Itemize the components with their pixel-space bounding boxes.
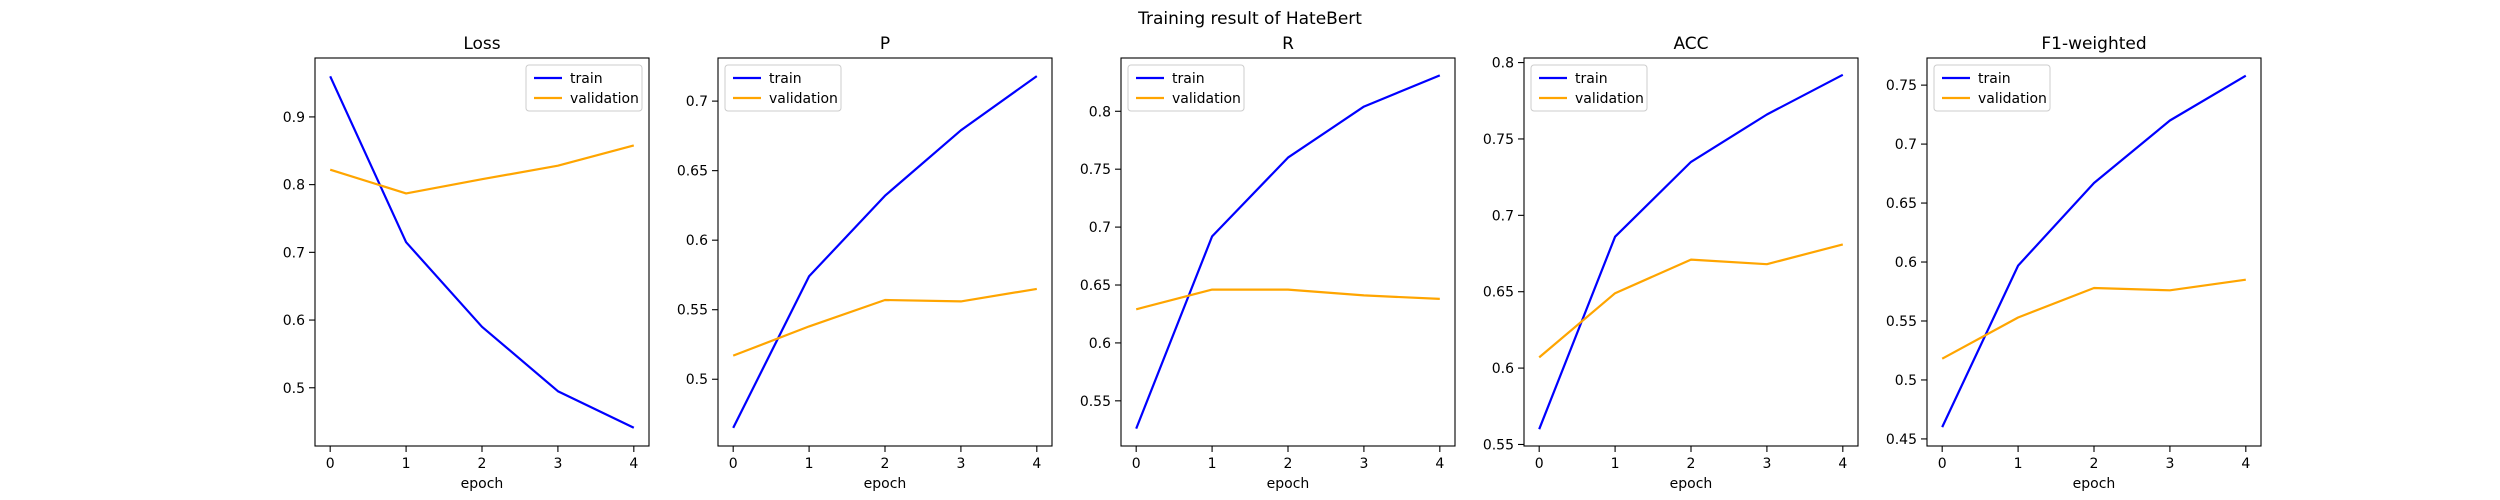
x-tick-label: 3 (956, 456, 965, 472)
x-tick-label: 3 (1359, 456, 1368, 472)
y-tick-label: 0.65 (1483, 285, 1514, 301)
legend: train validation (1128, 65, 1244, 111)
x-tick-label: 2 (881, 456, 890, 472)
y-tick-label: 0.7 (686, 94, 708, 110)
y-tick-label: 0.75 (1483, 132, 1514, 148)
legend-label-train: train (1172, 71, 1205, 87)
x-tick-label: 1 (1208, 456, 1217, 472)
y-tick-label: 0.55 (1886, 314, 1917, 330)
legend: train validation (1531, 65, 1647, 111)
y-tick-label: 0.55 (1483, 437, 1514, 453)
x-tick-label: 1 (2014, 456, 2023, 472)
y-tick-label: 0.75 (1886, 78, 1917, 94)
x-tick-label: 2 (1284, 456, 1293, 472)
y-tick-label: 0.65 (1886, 196, 1917, 212)
x-tick-label: 2 (1687, 456, 1696, 472)
x-tick-label: 4 (1032, 456, 1041, 472)
x-tick-label: 2 (2090, 456, 2099, 472)
x-axis-label: epoch (1670, 476, 1713, 492)
y-tick-label: 0.7 (1089, 220, 1111, 236)
legend: train validation (1934, 65, 2050, 111)
y-tick-label: 0.9 (283, 110, 305, 126)
y-tick-label: 0.45 (1886, 432, 1917, 448)
x-tick-label: 3 (553, 456, 562, 472)
figure-suptitle: Training result of HateBert (1137, 9, 1362, 29)
x-tick-label: 0 (326, 456, 335, 472)
x-tick-label: 1 (805, 456, 814, 472)
legend-label-train: train (1575, 71, 1608, 87)
x-axis-label: epoch (2073, 476, 2116, 492)
x-tick-label: 3 (1762, 456, 1771, 472)
y-tick-label: 0.8 (1089, 104, 1111, 120)
legend-label-train: train (1978, 71, 2011, 87)
y-tick-label: 0.8 (283, 178, 305, 194)
x-tick-label: 4 (2241, 456, 2250, 472)
legend: train validation (725, 65, 841, 111)
x-tick-label: 3 (2165, 456, 2174, 472)
x-tick-label: 0 (729, 456, 738, 472)
x-tick-label: 0 (1535, 456, 1544, 472)
x-tick-label: 1 (402, 456, 411, 472)
x-tick-label: 0 (1132, 456, 1141, 472)
y-tick-label: 0.6 (1895, 255, 1917, 271)
y-tick-label: 0.7 (1492, 208, 1514, 224)
y-tick-label: 0.5 (283, 381, 305, 397)
x-tick-label: 4 (629, 456, 638, 472)
legend-label-train: train (769, 71, 802, 87)
y-tick-label: 0.65 (1080, 278, 1111, 294)
y-tick-label: 0.7 (283, 245, 305, 261)
x-tick-label: 4 (1435, 456, 1444, 472)
x-tick-label: 0 (1938, 456, 1947, 472)
x-axis-label: epoch (461, 476, 504, 492)
x-axis-label: epoch (1267, 476, 1310, 492)
y-tick-label: 0.6 (686, 233, 708, 249)
y-tick-label: 0.7 (1895, 137, 1917, 153)
y-tick-label: 0.6 (283, 313, 305, 329)
subplot-title: P (880, 34, 890, 54)
y-tick-label: 0.6 (1492, 361, 1514, 377)
legend-label-validation: validation (1575, 91, 1644, 107)
legend-label-validation: validation (570, 91, 639, 107)
y-tick-label: 0.55 (1080, 394, 1111, 410)
x-tick-label: 2 (478, 456, 487, 472)
y-tick-label: 0.8 (1492, 56, 1514, 72)
legend-label-train: train (570, 71, 603, 87)
subplot-title: ACC (1673, 34, 1708, 54)
legend-label-validation: validation (1978, 91, 2047, 107)
x-tick-label: 4 (1838, 456, 1847, 472)
y-tick-label: 0.75 (1080, 162, 1111, 178)
y-tick-label: 0.65 (677, 164, 708, 180)
y-tick-label: 0.6 (1089, 336, 1111, 352)
subplot-title: F1-weighted (2041, 34, 2146, 54)
x-axis-label: epoch (864, 476, 907, 492)
x-tick-label: 1 (1611, 456, 1620, 472)
y-tick-label: 0.5 (1895, 373, 1917, 389)
y-tick-label: 0.55 (677, 303, 708, 319)
legend-label-validation: validation (1172, 91, 1241, 107)
subplot-title: R (1282, 34, 1294, 54)
legend: train validation (526, 65, 642, 111)
y-tick-label: 0.5 (686, 372, 708, 388)
subplot-title: Loss (463, 34, 500, 54)
legend-label-validation: validation (769, 91, 838, 107)
